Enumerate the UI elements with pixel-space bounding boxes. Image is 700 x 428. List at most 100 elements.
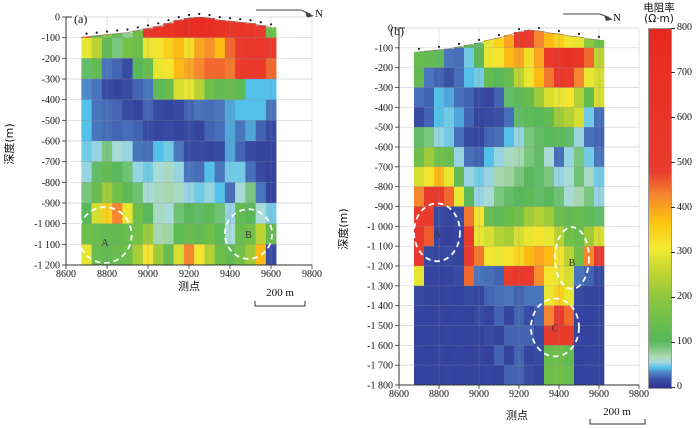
annotation-circle-b: B [223,208,273,260]
svg-text:9600: 9600 [261,269,281,280]
svg-text:-200: -200 [375,63,393,74]
svg-text:-1 300: -1 300 [367,281,393,292]
colorbar-tick-label: 200 [677,291,692,303]
svg-text:-100: -100 [375,43,393,54]
svg-text:-800: -800 [42,178,60,189]
svg-text:-1 800: -1 800 [367,380,393,391]
svg-text:-900: -900 [375,202,393,213]
panel-a-plot: 0 -100 -200 -300 -400 -500 -600 -700 -800 -900 -1 … [34,8,323,307]
colorbar-tick-mark [671,251,675,253]
tick-labels: 0 -100 -200 -300 -400 -500 -600 -700 -800 -900 -1 … [367,24,649,400]
svg-text:-100: -100 [42,33,60,44]
svg-text:-600: -600 [375,142,393,153]
svg-text:-600: -600 [42,137,60,148]
svg-text:-1 700: -1 700 [367,361,393,372]
svg-text:8600: 8600 [56,269,76,280]
svg-text:8800: 8800 [97,269,117,280]
colorbar-tick-mark [671,296,675,298]
svg-text:A: A [433,228,441,239]
svg-text:-1 100: -1 100 [34,240,60,251]
svg-text:-1 200: -1 200 [367,261,393,272]
surface-line [86,16,272,37]
colorbar-tick-mark [671,72,675,74]
svg-text:9600: 9600 [589,389,609,400]
svg-text:-1 200: -1 200 [34,261,60,272]
svg-text:9400: 9400 [549,389,569,400]
svg-text:-200: -200 [42,54,60,65]
svg-text:8800: 8800 [429,389,449,400]
annotation-circle-a: A [413,202,461,263]
svg-text:B: B [569,258,576,269]
svg-text:N: N [315,8,323,20]
colorbar-tick-mark [671,162,675,164]
svg-text:-1 600: -1 600 [367,341,393,352]
svg-text:-300: -300 [42,75,60,86]
axes [62,16,313,270]
svg-text:-700: -700 [42,157,60,168]
colorbar-unit: (Ω·m) [644,13,674,25]
svg-text:-1 000: -1 000 [34,219,60,230]
svg-text:-1 100: -1 100 [367,242,393,253]
colorbar-tick-mark [671,341,675,343]
svg-text:9200: 9200 [509,389,529,400]
colorbar-tick-mark [671,117,675,119]
svg-text:-1 500: -1 500 [367,321,393,332]
scale-bar-bracket [589,419,646,425]
svg-text:9000: 9000 [469,389,489,400]
north-arrow: N [256,8,323,20]
colorbar-tick-label: 400 [677,201,692,213]
depth-axis-label-a: 深度(m) [3,123,16,165]
colorbar-tick-label: 300 [677,246,692,258]
scale-bar-label-b: 200 m [603,406,631,418]
colorbar [648,28,672,389]
station-dots [85,12,273,35]
panel-a-label: (a) [74,12,88,26]
station-axis-label-a: 测点 [178,280,200,293]
svg-text:9000: 9000 [138,269,158,280]
svg-text:-700: -700 [375,162,393,173]
svg-text:-500: -500 [42,116,60,127]
svg-text:N: N [613,12,621,24]
colorbar-tick-mark [671,207,675,208]
colorbar-tick-label: 700 [677,66,692,78]
annotation-circle-b: B [554,226,590,290]
panel-b-plot: 0 -100 -200 -300 -400 -500 -600 -700 -800 -900 -1 … [367,12,649,425]
svg-text:8600: 8600 [389,389,409,400]
svg-text:-900: -900 [42,199,60,210]
heatmap-cells [414,29,605,386]
scale-bar-label-a: 200 m [266,287,294,299]
axes [395,27,640,389]
panel-b-label: (b) [390,24,404,38]
colorbar-tick-label: 100 [677,336,692,348]
scale-bar-bracket [254,301,306,307]
svg-text:9400: 9400 [220,269,240,280]
svg-text:-400: -400 [42,95,60,106]
svg-text:-1 000: -1 000 [367,222,393,233]
annotation-circle-a: A [77,206,133,264]
colorbar-tick-mark [671,27,675,29]
heatmap-cells [81,17,277,266]
annotation-circle-c: C [530,297,580,358]
svg-text:-800: -800 [375,182,393,193]
svg-text:9200: 9200 [179,269,199,280]
colorbar-tick-label: 600 [677,111,692,123]
svg-text:-1 400: -1 400 [367,301,393,312]
colorbar-tick-label: 0 [677,381,682,392]
surface-line [418,29,600,53]
colorbar-tick-mark [671,386,675,388]
svg-text:9800: 9800 [302,269,322,280]
svg-text:C: C [552,323,559,334]
svg-text:9800: 9800 [629,389,649,400]
depth-axis-label-b: 深度(m) [337,208,350,250]
svg-text:0: 0 [55,13,60,24]
station-axis-label-b: 测点 [506,409,528,422]
colorbar-title: 电阻率 [643,2,675,14]
svg-text:-400: -400 [375,103,393,114]
svg-text:-500: -500 [375,123,393,134]
svg-text:A: A [101,238,109,249]
svg-text:-300: -300 [375,83,393,94]
colorbar-tick-label: 500 [677,156,692,168]
colorbar-tick-label: 800 [677,22,692,33]
svg-text:0: 0 [388,24,393,35]
